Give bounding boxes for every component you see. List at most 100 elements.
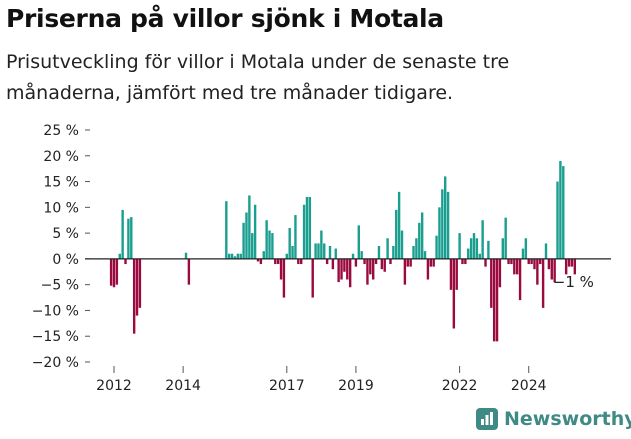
chart-bar bbox=[325, 258, 329, 265]
chart-bar bbox=[492, 258, 496, 342]
chart-bar bbox=[251, 233, 254, 259]
chart-bar bbox=[124, 258, 127, 265]
chart-bar bbox=[567, 258, 571, 267]
chart-bar bbox=[138, 258, 142, 308]
chart-bar bbox=[334, 248, 337, 259]
chart-bar bbox=[547, 258, 551, 270]
y-tick-label: 10 % bbox=[43, 200, 79, 216]
chart-bar bbox=[268, 230, 271, 259]
chart-bar bbox=[521, 248, 525, 259]
chart-bar bbox=[121, 209, 124, 259]
chart-bar bbox=[276, 258, 280, 265]
chart-bar bbox=[372, 258, 375, 280]
chart-bar bbox=[130, 217, 133, 259]
chart-bar bbox=[446, 191, 450, 259]
chart-bar bbox=[455, 258, 458, 290]
chart-bar bbox=[357, 225, 360, 259]
x-tick-label: 2017 bbox=[269, 378, 305, 394]
chart-bar bbox=[467, 248, 470, 259]
chart-bar bbox=[524, 238, 528, 259]
y-tick-label: −10 % bbox=[32, 303, 79, 319]
chart-bar bbox=[392, 246, 395, 259]
chart-bar bbox=[360, 251, 363, 259]
chart-bar bbox=[288, 227, 291, 259]
chart-bar bbox=[279, 258, 283, 280]
chart-bar bbox=[109, 258, 113, 286]
chart-bar bbox=[256, 258, 260, 262]
chart-bar bbox=[239, 253, 242, 259]
y-tick-label: 0 % bbox=[52, 252, 79, 268]
chart-bar bbox=[559, 160, 562, 259]
chart-bar bbox=[498, 258, 502, 288]
chart-bar bbox=[285, 253, 288, 259]
chart-bar bbox=[377, 246, 381, 259]
chart-bar bbox=[228, 253, 231, 259]
chart-bar bbox=[432, 258, 435, 267]
chart-bar bbox=[481, 220, 484, 259]
y-tick-label: −20 % bbox=[32, 355, 79, 371]
chart-bar bbox=[461, 258, 464, 265]
chart-bar bbox=[510, 258, 513, 265]
chart-bar bbox=[363, 258, 366, 265]
x-tick-label: 2012 bbox=[96, 378, 132, 394]
chart-bar bbox=[184, 252, 188, 259]
chart-bar bbox=[302, 204, 306, 259]
chart-bar bbox=[230, 253, 234, 259]
chart-bar bbox=[438, 207, 441, 259]
chart-bar bbox=[308, 197, 312, 259]
chart-bar bbox=[300, 258, 303, 265]
chart-bar bbox=[478, 253, 481, 259]
brand-name: Newsworthy bbox=[504, 408, 631, 430]
chart-bar bbox=[328, 246, 332, 259]
chart-bar bbox=[475, 238, 479, 259]
x-tick-label: 2024 bbox=[511, 378, 547, 394]
chart-bar bbox=[406, 258, 409, 267]
chart-bar bbox=[323, 243, 326, 259]
chart-bar bbox=[317, 243, 320, 259]
chart-bar bbox=[115, 258, 119, 285]
chart-bar bbox=[135, 258, 139, 316]
y-tick-label: 20 % bbox=[43, 149, 79, 165]
chart-bar bbox=[400, 230, 404, 259]
y-tick-label: −5 % bbox=[41, 278, 79, 294]
chart-bar bbox=[395, 209, 398, 259]
x-tick-label: 2022 bbox=[442, 378, 478, 394]
chart-bar bbox=[429, 258, 432, 267]
chart-bar bbox=[351, 253, 355, 259]
chart-bar bbox=[541, 258, 545, 308]
chart-bar bbox=[527, 258, 530, 265]
chart-bar bbox=[472, 233, 476, 259]
chart-bar bbox=[412, 246, 415, 259]
chart-title: Priserna på villor sjönk i Motala bbox=[6, 4, 444, 33]
chart-bar bbox=[112, 258, 116, 288]
chart-bar bbox=[544, 243, 548, 259]
chart-bar bbox=[444, 176, 447, 259]
chart-bar bbox=[245, 212, 248, 259]
chart-bar bbox=[570, 258, 574, 267]
chart-bar bbox=[409, 258, 412, 267]
chart-bar bbox=[553, 258, 556, 283]
chart-bar bbox=[337, 258, 340, 283]
chart-bar bbox=[248, 195, 251, 259]
chart-bar bbox=[449, 258, 453, 290]
chart-bar bbox=[331, 258, 335, 270]
newsworthy-logo-icon bbox=[476, 408, 498, 430]
chart-bar bbox=[501, 238, 504, 259]
chart-bar bbox=[397, 191, 401, 259]
chart-bar bbox=[291, 246, 294, 259]
chart-bar bbox=[415, 238, 418, 259]
chart-bar bbox=[423, 251, 427, 259]
chart-bar bbox=[236, 253, 240, 259]
chart-bar bbox=[495, 258, 499, 342]
chart-bar bbox=[435, 235, 438, 259]
chart-bar bbox=[346, 258, 349, 280]
chart-bar bbox=[386, 238, 389, 259]
chart-bar bbox=[564, 258, 568, 275]
chart-bar bbox=[389, 258, 392, 265]
chart-bar bbox=[516, 258, 519, 275]
chart-bar bbox=[374, 258, 378, 265]
chart-bar bbox=[380, 258, 384, 270]
chart-bar bbox=[242, 222, 245, 259]
chart-bar bbox=[233, 256, 237, 259]
